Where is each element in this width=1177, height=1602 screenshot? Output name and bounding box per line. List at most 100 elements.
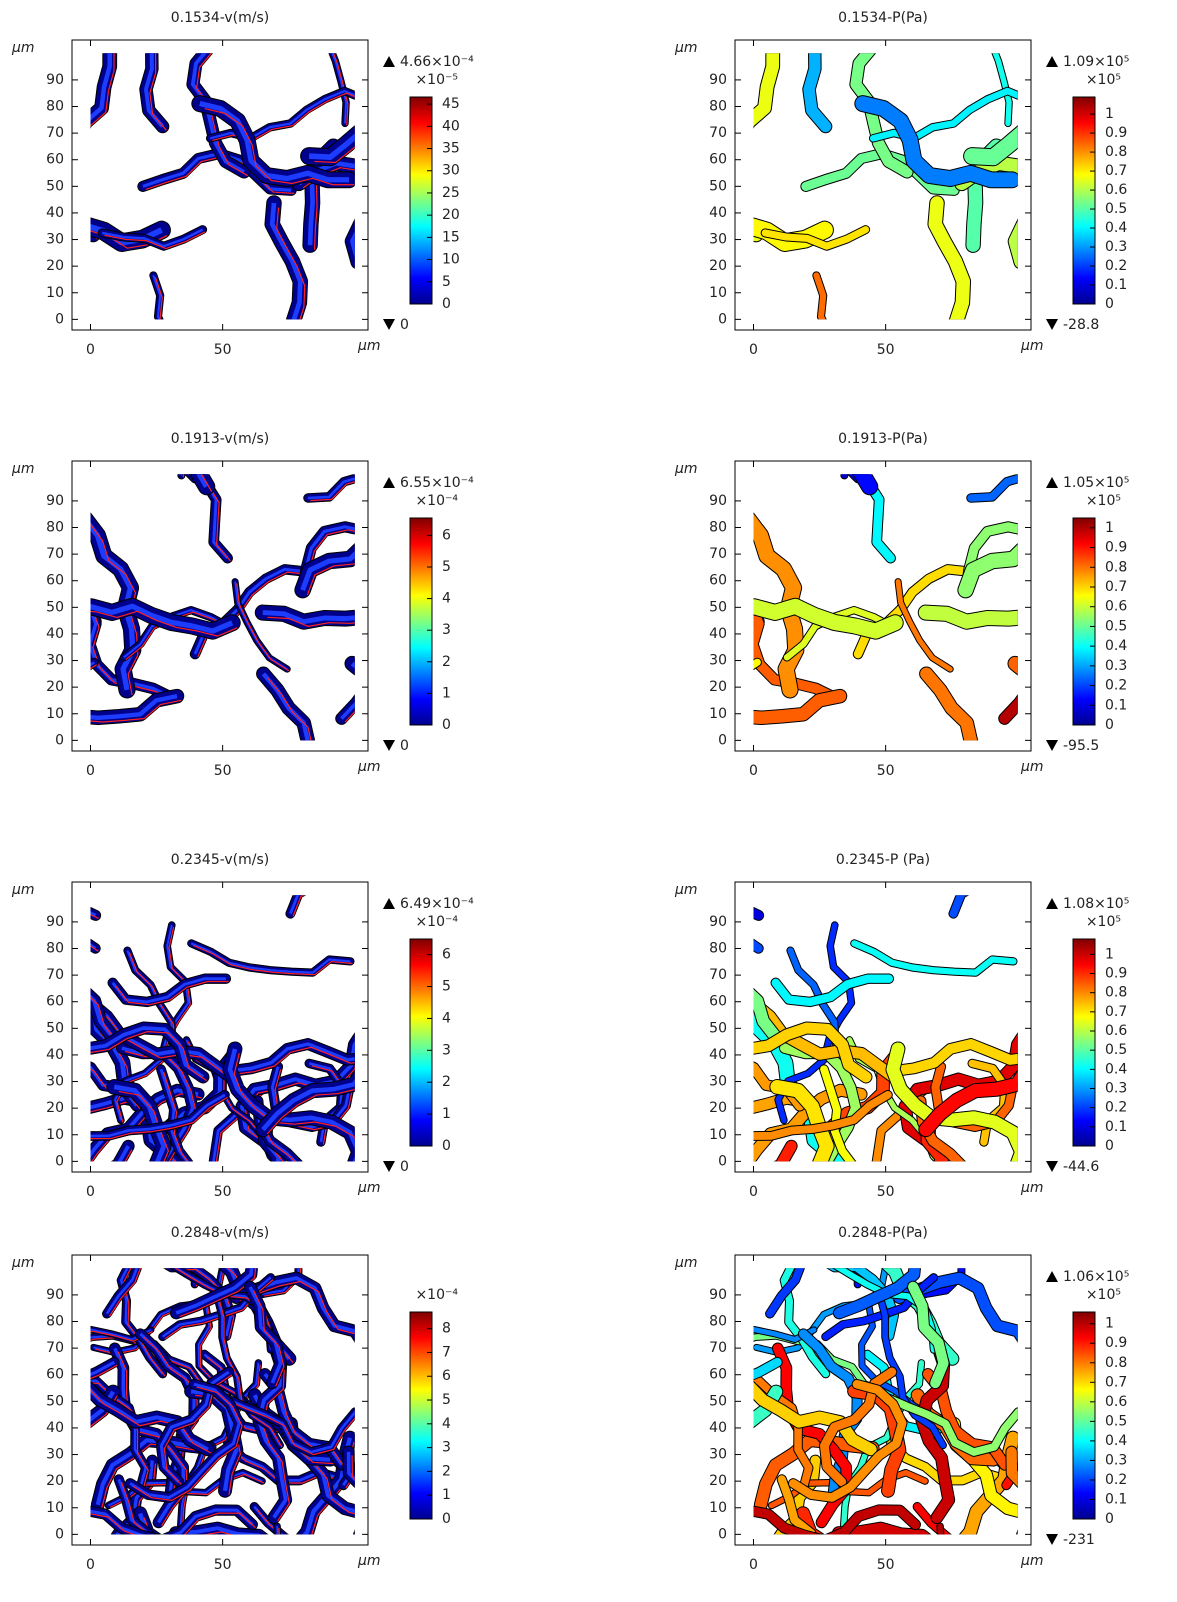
pore-core (261, 672, 310, 741)
colorbar-tick-label: 1 (1105, 1316, 1114, 1332)
y-tick-label: 10 (709, 285, 727, 301)
pore-edge (90, 1031, 207, 1082)
y-tick-label: 20 (709, 1473, 727, 1489)
pore (833, 1522, 930, 1535)
title: 0.2345-v(m/s) (171, 852, 270, 868)
pore-edge (90, 1330, 153, 1342)
y-tick-label: 30 (709, 1447, 727, 1463)
colorbar-tick-label: 0.4 (1105, 638, 1127, 654)
pore (150, 272, 164, 320)
pore (753, 1376, 813, 1493)
y-axis-label: μm (674, 882, 698, 898)
y-tick-label: 0 (718, 311, 727, 327)
pore (90, 658, 98, 670)
colorbar-tick-label: 0.8 (1105, 559, 1127, 575)
panel: 0.2848-v(m/s) 0 50 0 10 20 30 40 50 60 70 80 90 μm μm 0… (11, 1225, 458, 1573)
colorbar-tick-label: 2 (442, 654, 451, 670)
pore-network (90, 895, 355, 1162)
x-tick-label: 50 (214, 1184, 232, 1200)
colorbar (409, 1311, 433, 1520)
pore-edge (267, 616, 355, 627)
x-axis-label: μm (1020, 338, 1044, 354)
pore-edge (90, 1389, 213, 1454)
pore-edge (261, 1347, 290, 1522)
pore (753, 1091, 892, 1140)
min-label: 0 (400, 1159, 409, 1175)
pore (753, 53, 780, 242)
min-marker (383, 740, 395, 751)
y-tick-label: 0 (718, 1526, 727, 1542)
pore-edge (90, 1382, 149, 1492)
y-tick-label: 70 (46, 546, 64, 562)
colorbar-tick-label: 0.9 (1105, 125, 1127, 141)
colorbar-tick-label: 0.4 (1105, 1433, 1127, 1449)
y-tick-label: 0 (718, 1153, 727, 1169)
pore-core (195, 474, 229, 560)
colorbar-tick-label: 0.1 (1105, 1119, 1127, 1135)
y-tick-label: 70 (709, 1340, 727, 1356)
pore-network (753, 895, 1018, 1162)
pore-core (143, 53, 165, 128)
y-tick-label: 0 (718, 732, 727, 748)
colorbar-tick-label: 5 (442, 979, 451, 995)
x-axis-label: μm (357, 1553, 381, 1569)
colorbar-scale: ×10⁻⁴ (415, 914, 458, 930)
pore (920, 667, 978, 741)
y-tick-label: 70 (46, 125, 64, 141)
pore-edge (306, 563, 355, 596)
panel: 0.2345-P (Pa)0 500102030405060708090μmμm0… (674, 852, 1129, 1200)
colorbar-tick-label: 0.1 (1105, 1491, 1127, 1507)
y-tick-label: 60 (709, 573, 727, 589)
y-tick-label: 80 (46, 99, 64, 115)
pore-outline (184, 474, 206, 484)
colorbar-tick-label: 0 (1105, 717, 1114, 733)
pore (774, 1455, 821, 1535)
colorbar-tick-label: 0.2 (1105, 258, 1127, 274)
pore-core (113, 1084, 167, 1162)
pore (919, 1071, 1018, 1137)
pore-edge (117, 1351, 188, 1526)
colorbar-tick-label: 4 (442, 591, 451, 607)
title: 0.2848-v(m/s) (171, 1225, 270, 1241)
pore-outline (753, 938, 764, 954)
pore-network (90, 474, 355, 741)
pore-core (240, 1040, 355, 1142)
y-tick-label: 70 (709, 125, 727, 141)
colorbar-tick-label: 5 (442, 274, 451, 290)
y-tick-label: 50 (46, 1393, 64, 1409)
pore (886, 1042, 1018, 1162)
colorbar-tick-label: 15 (442, 229, 460, 245)
pore (895, 579, 953, 672)
colorbar-tick-label: 0.4 (1105, 220, 1127, 236)
pore (188, 940, 354, 976)
pore-edge (115, 980, 229, 1006)
pore (798, 1329, 862, 1503)
pore-edge (91, 1093, 202, 1162)
y-tick-label: 50 (709, 178, 727, 194)
x-tick-label: 0 (749, 1184, 758, 1200)
pore-core (192, 474, 199, 478)
colorbar-tick-label: 0.5 (1105, 618, 1127, 634)
colorbar-tick-label: 0.9 (1105, 540, 1127, 556)
pore-edge (239, 1280, 355, 1335)
x-tick-label: 0 (86, 1184, 95, 1200)
x-axis-label: μm (1020, 1180, 1044, 1196)
y-axis-label: μm (11, 1255, 35, 1271)
pore-edge (90, 1395, 118, 1428)
pore-network (90, 53, 355, 320)
y-tick-label: 90 (709, 1287, 727, 1303)
pore-edge (154, 277, 163, 320)
pore-core (90, 661, 95, 667)
pore (257, 667, 315, 741)
pore (753, 218, 833, 251)
colorbar-tick-label: 7 (442, 1344, 451, 1360)
y-tick-label: 90 (709, 72, 727, 88)
pore-edge (230, 1445, 355, 1484)
x-axis-label: μm (357, 338, 381, 354)
pore-outline (753, 906, 765, 921)
colorbar-tick-label: 0.3 (1105, 239, 1127, 255)
x-tick-label: 50 (214, 763, 232, 779)
pore-core (276, 1526, 279, 1535)
pore (928, 196, 971, 320)
pore (771, 974, 894, 1007)
